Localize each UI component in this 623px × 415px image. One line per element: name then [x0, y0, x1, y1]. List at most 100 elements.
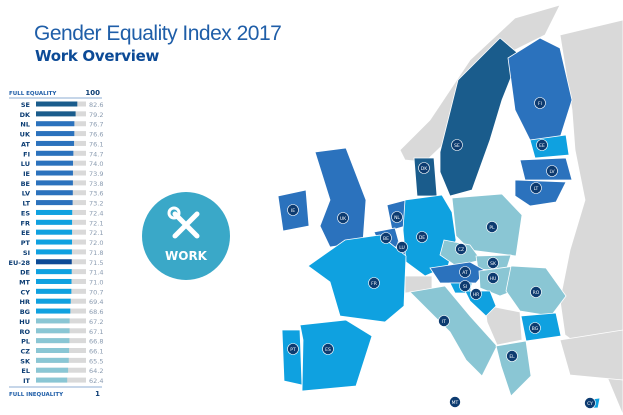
bar-chart: FULL EQUALITY 100 SE 82.6 DK 79.2 NL 76.7 UK 76.6…: [9, 89, 104, 398]
bar-value: 71.4: [89, 269, 103, 277]
bar-sk: [36, 357, 69, 363]
map-badge-circle: [536, 139, 548, 151]
bar-value: 66.1: [89, 348, 103, 356]
bar-dk: [36, 111, 76, 117]
bar-value: 71.5: [89, 259, 103, 267]
map-badge-it: IT: [438, 315, 450, 327]
bar-lt: [36, 200, 73, 206]
work-domain-badge: WORK: [142, 192, 230, 280]
bar-value: 73.9: [89, 170, 103, 178]
non-eu-balkans: [484, 304, 523, 346]
map-badge-nl: NL: [391, 211, 403, 223]
bar-value: 74.0: [89, 160, 103, 168]
map-badge-circle: [487, 257, 499, 269]
map-badge-uk: UK: [337, 212, 349, 224]
map-badge-circle: [459, 280, 471, 292]
bar-label: CZ: [21, 348, 31, 356]
map-badge-lv: LV: [546, 165, 558, 177]
bar-label: SI: [23, 249, 30, 257]
bar-label: HR: [20, 298, 30, 306]
country-fi: [507, 37, 573, 141]
map-label: SK: [490, 261, 497, 267]
map-badge-se: SE: [451, 139, 463, 151]
map-badge-circle: [287, 343, 299, 355]
non-eu-turkey: [559, 329, 623, 381]
bar-label: NL: [20, 121, 30, 129]
bar-hu: [36, 318, 70, 324]
bar-value: 79.2: [89, 111, 103, 119]
bar-value: 72.1: [89, 219, 103, 227]
page-subtitle: Work Overview: [35, 47, 160, 65]
map-badge-si: SI: [459, 280, 471, 292]
map-badge-cz: CZ: [455, 243, 467, 255]
map-label: DE: [419, 235, 425, 241]
bar-value: 76.7: [89, 121, 103, 129]
map-badge-ie: IE: [287, 204, 299, 216]
map-label: HU: [490, 276, 497, 282]
bar-label: LV: [22, 190, 30, 198]
map-badge-circle: [438, 315, 450, 327]
bar-value: 71.8: [89, 249, 103, 257]
bar-value: 64.2: [89, 367, 103, 375]
bar-label: EU-28: [9, 259, 31, 267]
bar-si: [36, 249, 72, 255]
map-badge-circle: [459, 266, 471, 278]
full-inequality-label: FULL INEQUALITY: [9, 392, 64, 398]
bar-el: [36, 367, 69, 373]
bar-label: SK: [20, 357, 31, 365]
map-label: RO: [533, 290, 540, 296]
map-badge-fi: FI: [534, 97, 546, 109]
bar-value: 72.1: [89, 229, 103, 237]
bar-value: 82.6: [89, 101, 103, 109]
bar-label: IT: [23, 377, 30, 385]
map-badge-circle: [337, 212, 349, 224]
bar-lv: [36, 190, 73, 196]
bar-value: 71.0: [89, 278, 103, 286]
map-badge-pl: PL: [486, 221, 498, 233]
bar-label: HU: [19, 318, 30, 326]
bar-label: LT: [23, 200, 31, 208]
domain-label: WORK: [165, 249, 208, 263]
bar-value: 67.1: [89, 328, 103, 336]
map-badge-circle: [416, 231, 428, 243]
map-badge-circle: [396, 241, 408, 253]
bar-value: 62.4: [89, 377, 103, 385]
bar-label: RO: [19, 328, 30, 336]
bar-value: 76.1: [89, 140, 103, 148]
bar-label: FR: [21, 219, 30, 227]
bar-ro: [36, 328, 70, 334]
country-it: [409, 285, 498, 377]
bar-label: UK: [20, 131, 31, 139]
country-pt: [281, 329, 303, 386]
map-label: CZ: [458, 247, 464, 253]
map-label: DK: [421, 166, 428, 172]
full-equality-label: FULL EQUALITY: [9, 91, 57, 97]
map-badge-dk: DK: [418, 162, 430, 174]
bar-value: 73.8: [89, 180, 103, 188]
bar-de: [36, 269, 72, 275]
map-badge-mt: MT: [449, 396, 461, 408]
bar-uk: [36, 131, 75, 137]
map-label: LU: [399, 245, 405, 251]
map-badge-lt: LT: [530, 182, 542, 194]
bar-it: [36, 377, 68, 383]
bar-mt: [36, 278, 72, 284]
map-label: LT: [534, 186, 539, 192]
bar-pl: [36, 338, 70, 344]
map-badge-circle: [584, 397, 596, 409]
wrench-pencil-icon: [167, 206, 200, 239]
map-label: ES: [325, 347, 331, 353]
country-de: [402, 194, 457, 277]
map-badge-hr: HR: [470, 288, 482, 300]
map-badge-cy: CY: [584, 397, 596, 409]
map-badge-circle: [506, 350, 518, 362]
map-label: HR: [473, 292, 480, 298]
bar-es: [36, 209, 73, 215]
map-badge-circle: [451, 139, 463, 151]
map-badge-circle: [380, 232, 392, 244]
bar-cy: [36, 288, 72, 294]
map-badge-circle: [546, 165, 558, 177]
map-label: BE: [383, 236, 389, 242]
